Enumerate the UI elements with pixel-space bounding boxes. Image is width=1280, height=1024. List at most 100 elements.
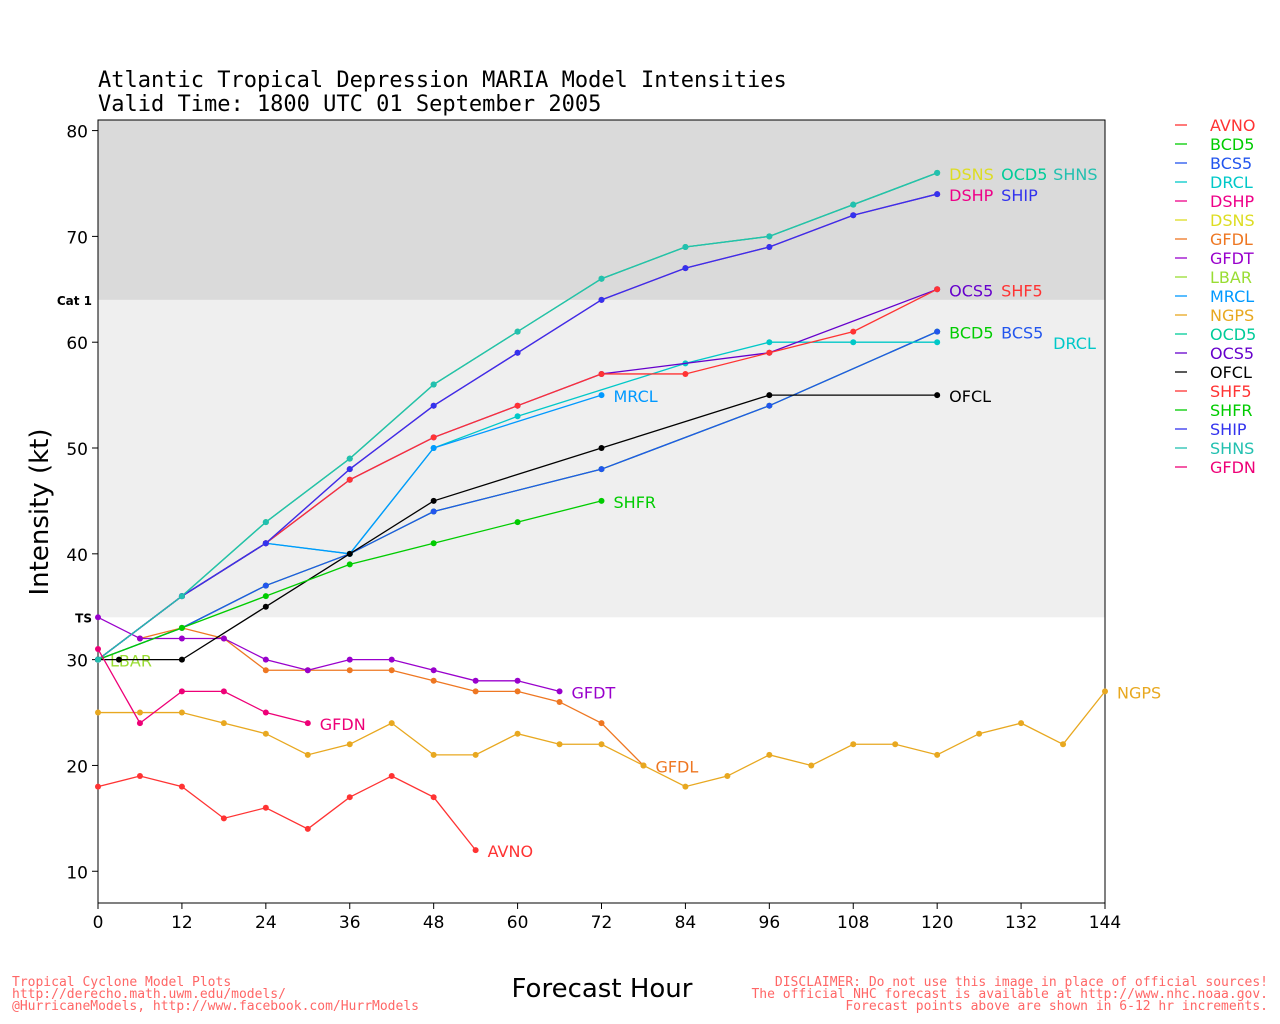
x-tick-label: 132: [1005, 913, 1037, 933]
data-point: [136, 635, 143, 642]
data-point: [934, 191, 941, 198]
y-tick-label: 50: [66, 440, 88, 460]
series-line: [97, 775, 477, 851]
y-tick-label: 40: [66, 546, 88, 566]
series-end-label: MRCL: [614, 387, 658, 406]
data-point: [220, 815, 227, 822]
x-tick-label: 60: [507, 913, 529, 933]
data-point: [934, 169, 941, 176]
data-point: [262, 540, 269, 547]
data-point: [850, 212, 857, 219]
data-point: [514, 402, 521, 409]
footer-right-line: DISCLAIMER: Do not use this image in pla…: [774, 975, 1268, 990]
footer-left: Tropical Cyclone Model Plots http://dere…: [12, 975, 419, 1014]
data-point: [514, 677, 521, 684]
footer-left-line[interactable]: http://derecho.math.uwm.edu/models/: [12, 987, 286, 1002]
series-end-label: DRCL: [1053, 334, 1096, 353]
data-point: [430, 402, 437, 409]
data-point: [388, 667, 395, 674]
data-point: [136, 709, 143, 716]
series-end-label: OCS5: [949, 281, 993, 300]
y-tick-label: 80: [66, 123, 88, 143]
data-point: [514, 519, 521, 526]
data-point: [598, 720, 605, 727]
series-ngps: NGPS: [95, 683, 1161, 790]
data-point: [766, 349, 773, 356]
footer-left-line[interactable]: @HurricaneModels, http://www.facebook.co…: [12, 999, 419, 1014]
x-tick-label: 0: [93, 913, 104, 933]
data-point: [514, 730, 521, 737]
footer-right-line: The official NHC forecast is available a…: [751, 987, 1268, 1002]
data-point: [304, 720, 311, 727]
data-point: [850, 741, 857, 748]
data-point: [934, 339, 941, 346]
legend-entry: OCS5: [1210, 344, 1254, 363]
data-point: [682, 783, 689, 790]
data-point: [1018, 720, 1025, 727]
data-point: [95, 783, 101, 790]
x-tick-label: 36: [339, 913, 361, 933]
y-tick-label: 10: [66, 863, 88, 883]
x-tick-label: 24: [255, 913, 277, 933]
data-point: [514, 688, 521, 695]
footer-left-line: Tropical Cyclone Model Plots: [12, 975, 232, 990]
data-point: [934, 286, 941, 293]
data-point: [95, 646, 101, 653]
data-point: [262, 730, 269, 737]
data-point: [598, 497, 605, 504]
data-point: [472, 847, 479, 854]
data-point: [95, 656, 101, 663]
data-point: [346, 667, 353, 674]
data-point: [556, 698, 563, 705]
data-point: [430, 667, 437, 674]
data-point: [766, 751, 773, 758]
data-point: [1102, 688, 1108, 695]
legend-entry: OFCL: [1210, 363, 1252, 382]
data-point: [220, 688, 227, 695]
data-point: [598, 445, 605, 452]
data-point: [388, 773, 395, 780]
data-point: [430, 434, 437, 441]
series-end-label: SHNS: [1053, 165, 1097, 184]
data-point: [514, 328, 521, 335]
band-label: Cat 1: [57, 294, 92, 308]
legend-entry: LBAR: [1210, 268, 1252, 287]
data-point: [178, 593, 185, 600]
data-point: [472, 677, 479, 684]
legend-entry: SHIP: [1210, 420, 1247, 439]
x-tick-label: 144: [1089, 913, 1121, 933]
data-point: [95, 614, 101, 621]
series-end-label: GFDN: [320, 715, 366, 734]
data-point: [346, 476, 353, 483]
x-tick-label: 96: [759, 913, 781, 933]
x-tick-label: 72: [591, 913, 613, 933]
data-point: [136, 720, 143, 727]
data-point: [178, 624, 185, 631]
data-point: [556, 688, 563, 695]
data-point: [1060, 741, 1067, 748]
data-point: [262, 667, 269, 674]
data-point: [850, 201, 857, 208]
series-end-label: OFCL: [949, 387, 991, 406]
series-gfdt: GFDT: [95, 614, 615, 702]
series-end-label: DSHP: [949, 186, 994, 205]
data-point: [808, 762, 815, 769]
data-point: [95, 709, 101, 716]
data-point: [766, 233, 773, 240]
data-point: [850, 328, 857, 335]
chart-subtitle: Valid Time: 1800 UTC 01 September 2005: [98, 92, 601, 117]
legend-entry: SHFR: [1210, 401, 1253, 420]
data-point: [640, 762, 647, 769]
legend-entry: BCD5: [1210, 135, 1254, 154]
data-point: [262, 593, 269, 600]
footer-right-line: Forecast points above are shown in 6-12 …: [845, 999, 1268, 1014]
y-tick-label: 20: [66, 757, 88, 777]
series-line: [97, 331, 938, 661]
data-point: [388, 720, 395, 727]
series-end-label: NGPS: [1117, 683, 1161, 702]
data-point: [262, 519, 269, 526]
series-end-label: BCD5: [949, 324, 993, 343]
data-point: [262, 709, 269, 716]
series-avno: AVNO: [95, 773, 533, 861]
